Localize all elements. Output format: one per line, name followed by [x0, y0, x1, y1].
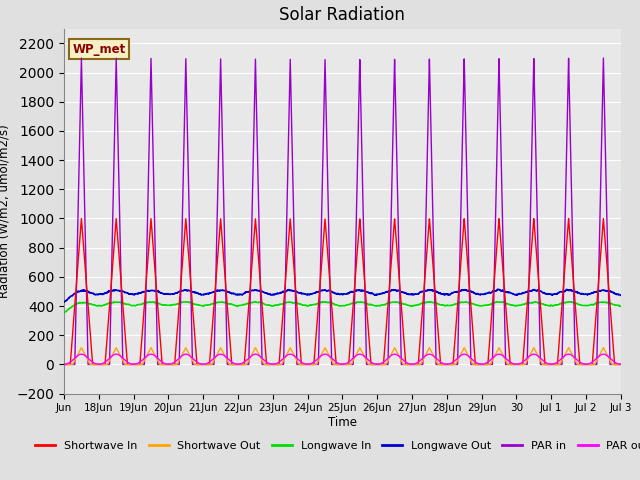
Title: Solar Radiation: Solar Radiation: [280, 6, 405, 24]
Text: WP_met: WP_met: [72, 43, 125, 56]
Y-axis label: Radiation (W/m2, umol/m2/s): Radiation (W/m2, umol/m2/s): [0, 124, 11, 298]
X-axis label: Time: Time: [328, 416, 357, 429]
Legend: Shortwave In, Shortwave Out, Longwave In, Longwave Out, PAR in, PAR out: Shortwave In, Shortwave Out, Longwave In…: [31, 437, 640, 456]
